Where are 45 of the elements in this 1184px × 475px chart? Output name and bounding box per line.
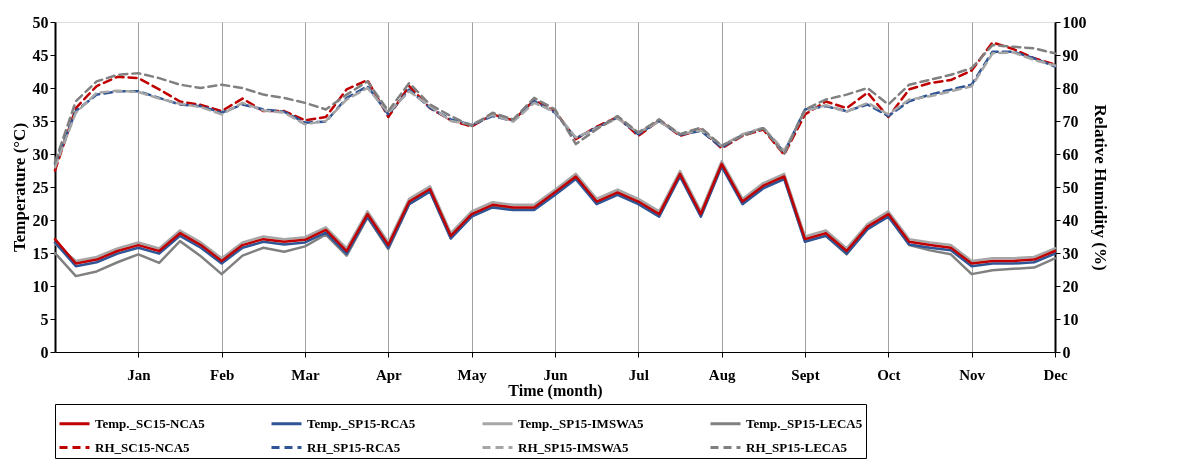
y2-tick-label: 20 [1062,277,1079,295]
x-tick-label: Oct [877,366,901,383]
legend-label: Temp._SP15-LECA5 [746,415,863,431]
y2-tick-label: 30 [1062,244,1079,262]
x-axis-title: Time (month) [508,381,603,400]
legend-label: Temp._SP15-RCA5 [307,415,416,431]
y-tick-label: 50 [32,13,49,31]
y2-axis-title: Relative Humidity (%) [1090,104,1110,271]
x-tick-label: Dec [1043,366,1068,383]
y-tick-label: 25 [32,178,49,196]
y2-tick-label: 70 [1062,112,1079,130]
y-tick-label: 5 [40,310,49,328]
legend-label: Temp._SP15-IMSWA5 [518,415,645,431]
y2-tick-label: 90 [1062,46,1079,64]
y2-tick-label: 80 [1062,79,1079,97]
x-tick-label: May [457,366,488,383]
y-tick-label: 40 [32,79,49,97]
x-tick-label: Jul [628,366,649,383]
y2-tick-label: 60 [1062,145,1079,163]
legend-label: RH_SP15-RCA5 [307,439,401,455]
x-tick-label: Nov [959,366,986,383]
x-tick-label: Jan [127,366,152,383]
y-tick-label: 35 [32,112,49,130]
y-tick-label: 45 [32,46,49,64]
x-tick-label: Mar [291,366,320,383]
x-tick-label: Jun [543,366,569,383]
y-tick-label: 30 [32,145,49,163]
legend-label: RH_SP15-IMSWA5 [518,439,630,455]
legend-label: RH_SC15-NCA5 [95,439,191,455]
y2-tick-label: 100 [1062,13,1087,31]
y2-tick-label: 50 [1062,178,1079,196]
y-tick-label: 10 [32,277,49,295]
legend-label: Temp._SC15-NCA5 [95,415,206,431]
y-axis-title: Temperature (°C) [9,122,29,253]
legend-label: RH_SP15-LECA5 [746,439,848,455]
y-tick-label: 20 [32,211,49,229]
x-tick-label: Apr [375,366,403,383]
y-tick-label: 15 [32,244,49,262]
x-tick-label: Aug [708,366,736,383]
x-tick-label: Feb [210,366,235,383]
x-tick-label: Sept [791,366,820,383]
y-tick-label: 0 [40,343,49,361]
y2-tick-label: 0 [1062,343,1071,361]
y2-tick-label: 40 [1062,211,1079,229]
y2-tick-label: 10 [1062,310,1079,328]
